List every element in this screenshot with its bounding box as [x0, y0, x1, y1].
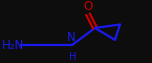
Text: O: O [83, 0, 93, 13]
Text: H: H [69, 52, 77, 62]
Text: H₂N: H₂N [2, 39, 24, 52]
Text: N: N [67, 31, 75, 44]
